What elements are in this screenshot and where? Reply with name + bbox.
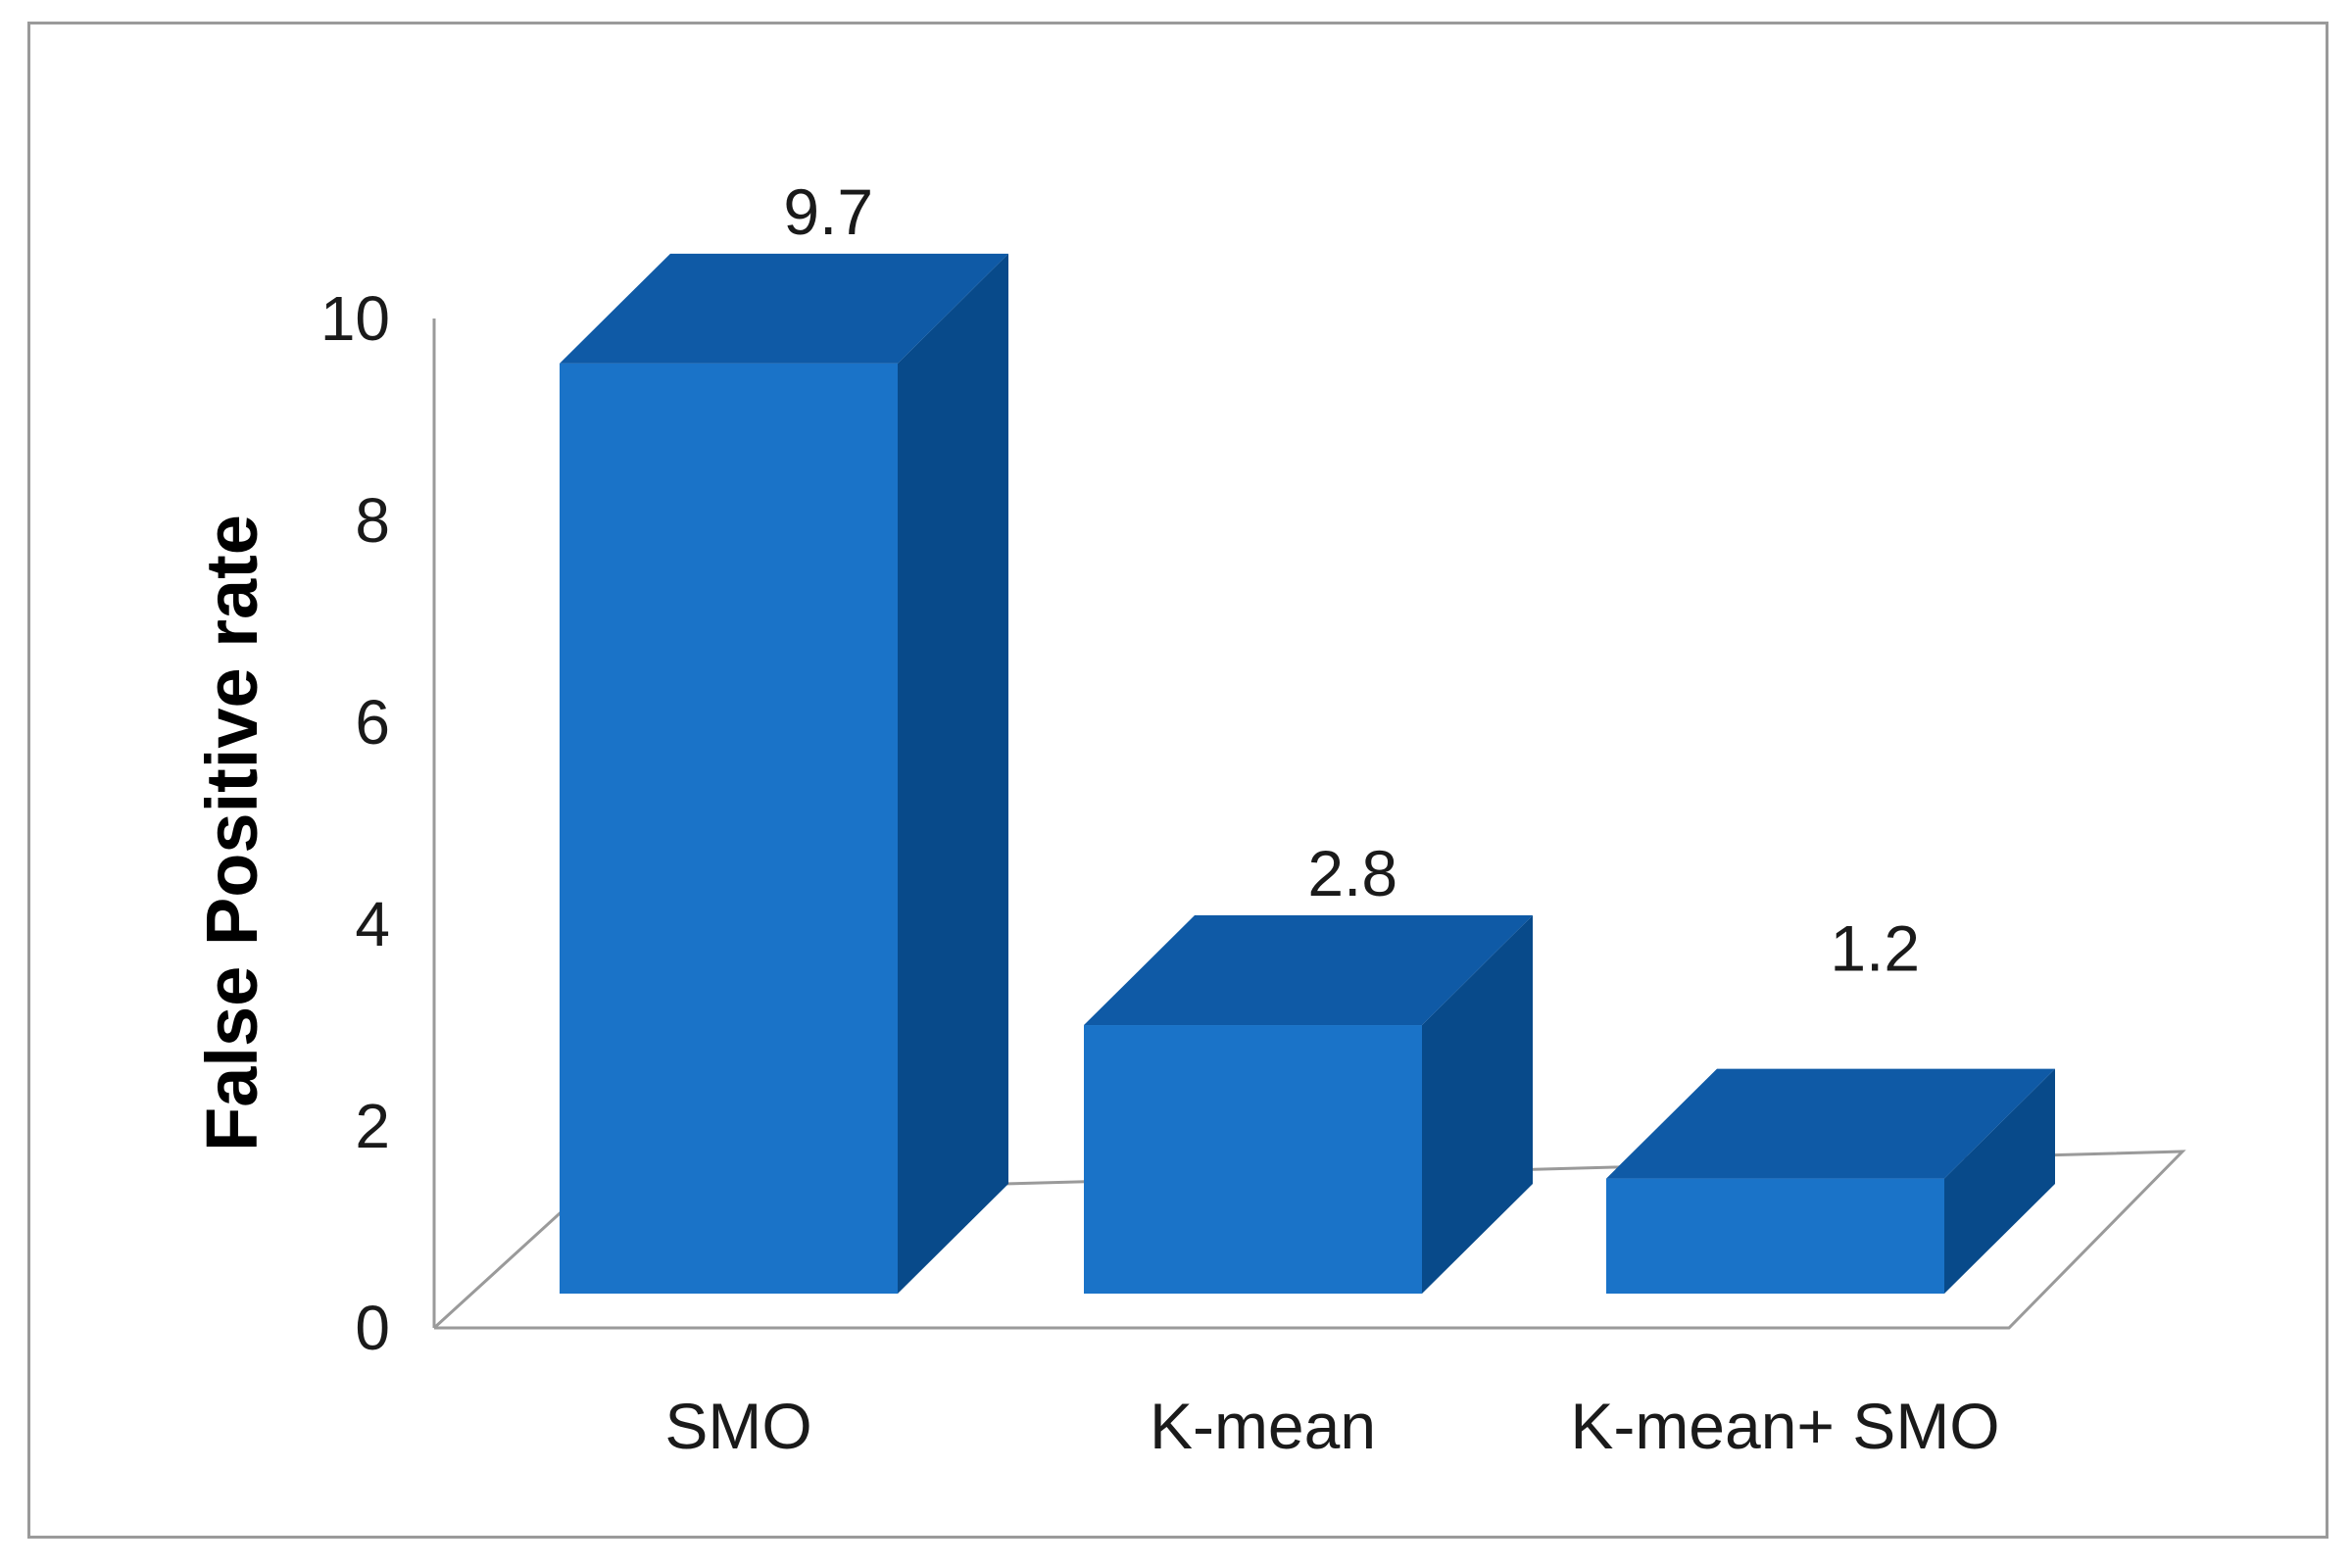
data-labels: 9.7 2.8 1.2 <box>783 175 1920 985</box>
bar-side-face <box>1422 915 1533 1294</box>
bars <box>560 253 2055 1295</box>
bar-top-face <box>1606 1068 2055 1179</box>
bar-front-face <box>1084 1025 1422 1294</box>
category-label: K-mean <box>1150 1390 1376 1462</box>
y-tick-label: 10 <box>320 283 390 354</box>
y-tick-labels: 0 2 4 6 8 10 <box>320 283 390 1363</box>
bar-front-face <box>1606 1178 1944 1294</box>
bar-side-face <box>1944 1068 2055 1294</box>
category-label: SMO <box>664 1390 811 1462</box>
category-labels: SMO K-mean K-mean+ SMO <box>664 1390 1999 1462</box>
data-label: 2.8 <box>1307 837 1397 909</box>
y-tick-label: 8 <box>355 485 390 556</box>
data-label: 9.7 <box>783 175 873 248</box>
floor-plane <box>432 1150 2186 1330</box>
bar <box>560 253 1008 1295</box>
bar-front-face <box>560 363 898 1295</box>
y-tick-label: 6 <box>355 687 390 758</box>
bar-top-face <box>1084 915 1533 1026</box>
y-tick-label: 4 <box>355 889 390 959</box>
bar-side-face <box>898 253 1008 1295</box>
bar-top-face <box>560 253 1008 364</box>
data-label: 1.2 <box>1830 912 1920 985</box>
bar <box>1084 915 1533 1294</box>
category-label: K-mean+ SMO <box>1570 1390 1999 1462</box>
bar <box>1606 1068 2055 1294</box>
chart-axes <box>432 318 2186 1330</box>
y-tick-label: 0 <box>355 1293 390 1363</box>
y-tick-label: 2 <box>355 1091 390 1161</box>
y-axis-label: False Positive rate <box>191 514 272 1152</box>
